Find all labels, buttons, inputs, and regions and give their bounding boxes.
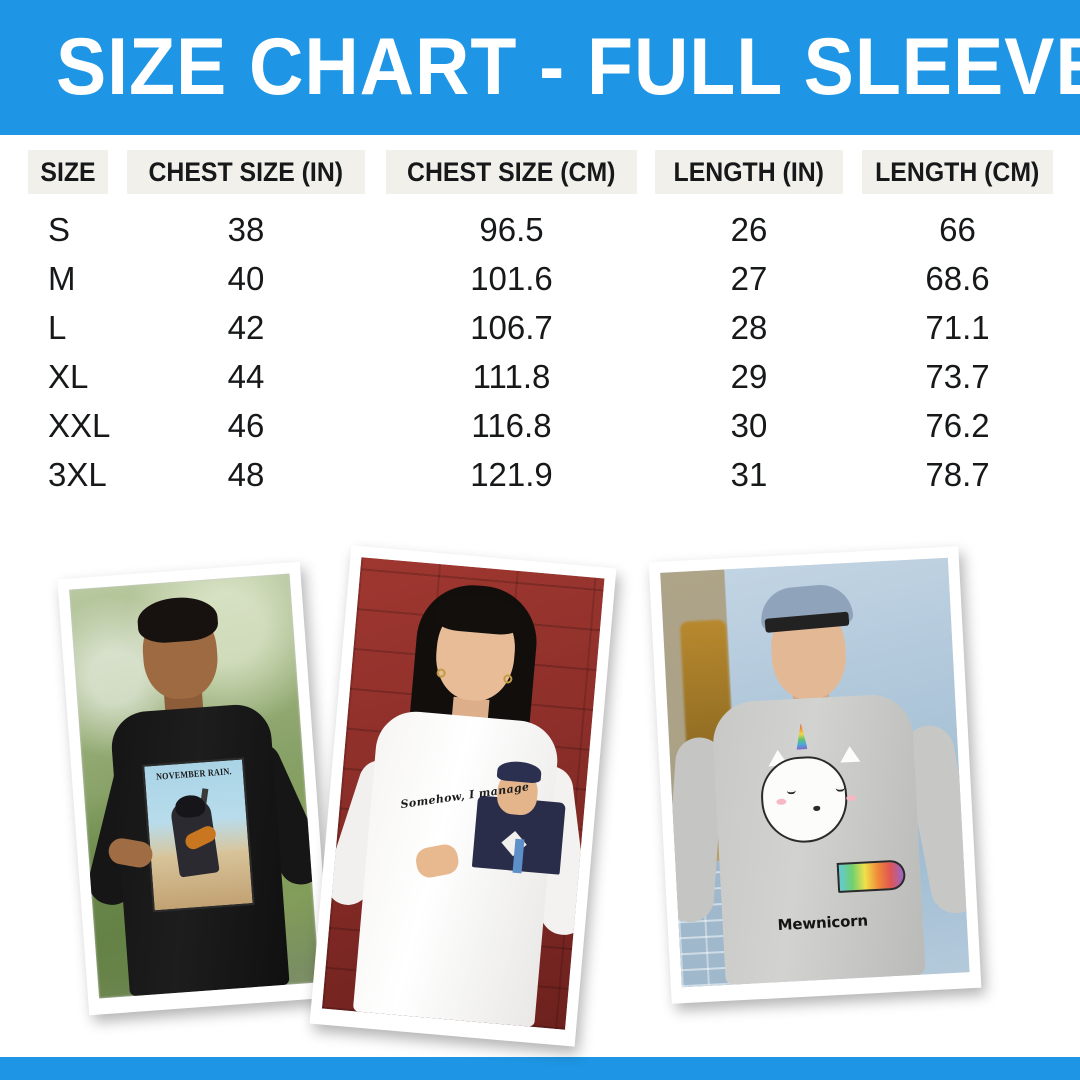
table-row: S 38 96.5 26 66 <box>0 212 1080 261</box>
cell-length-cm: 73.7 <box>925 358 990 395</box>
cell-size: S <box>48 211 71 248</box>
column-header-chest-in: CHEST SIZE (IN) <box>127 150 365 194</box>
cell-length-in: 29 <box>730 358 768 395</box>
cell-length-cm: 76.2 <box>925 407 990 444</box>
cell-length-cm: 68.6 <box>925 260 990 297</box>
table-row: M 40 101.6 27 68.6 <box>0 261 1080 310</box>
photo-image-black-tee: NOVEMBER RAIN. <box>69 573 320 999</box>
photo-white-tee[interactable]: Somehow, I manage <box>309 545 617 1047</box>
column-header-length-in: LENGTH (IN) <box>655 150 843 194</box>
cell-length-in: 27 <box>730 260 768 297</box>
cell-chest-cm: 106.7 <box>470 309 553 346</box>
cell-size: L <box>48 309 67 346</box>
photo-image-white-tee: Somehow, I manage <box>321 557 605 1030</box>
cell-length-in: 30 <box>730 407 768 444</box>
size-table: SIZE CHEST SIZE (IN) CHEST SIZE (CM) LEN… <box>0 150 1080 506</box>
photo-grey-tee[interactable]: Mewnicorn <box>648 546 982 1004</box>
print-cat-ear-right <box>839 745 861 763</box>
cell-chest-in: 38 <box>227 211 265 248</box>
cell-chest-in: 44 <box>227 358 265 395</box>
column-header-label: SIZE <box>40 156 96 187</box>
header-banner: SIZE CHART - FULL SLEEVES <box>0 0 1080 135</box>
cell-length-cm: 78.7 <box>925 456 990 493</box>
cell-chest-cm: 101.6 <box>470 260 553 297</box>
cell-chest-in: 40 <box>227 260 265 297</box>
column-header-label: LENGTH (CM) <box>875 156 1040 187</box>
column-header-length-cm: LENGTH (CM) <box>862 150 1053 194</box>
cell-chest-cm: 96.5 <box>479 211 544 248</box>
column-header-label: LENGTH (IN) <box>673 156 825 187</box>
print-title-text: NOVEMBER RAIN. <box>155 767 232 784</box>
cell-chest-in: 42 <box>227 309 265 346</box>
cell-chest-cm: 121.9 <box>470 456 553 493</box>
footer-stripe <box>0 1057 1080 1080</box>
table-header-row: SIZE CHEST SIZE (IN) CHEST SIZE (CM) LEN… <box>0 150 1080 202</box>
table-row: XXL 46 116.8 30 76.2 <box>0 408 1080 457</box>
product-photo-gallery: NOVEMBER RAIN. <box>0 540 1080 1047</box>
cell-chest-in: 48 <box>227 456 265 493</box>
column-header-label: CHEST SIZE (CM) <box>407 156 616 187</box>
cell-length-in: 26 <box>730 211 768 248</box>
table-body: S 38 96.5 26 66 M 40 101.6 27 68.6 L 42 … <box>0 212 1080 506</box>
cell-chest-in: 46 <box>227 407 265 444</box>
cell-length-cm: 66 <box>939 211 976 248</box>
cell-size: M <box>48 260 76 297</box>
print-rainbow-tail <box>836 859 907 893</box>
cell-chest-cm: 116.8 <box>471 407 552 444</box>
column-header-label: CHEST SIZE (IN) <box>148 156 344 187</box>
column-header-chest-cm: CHEST SIZE (CM) <box>386 150 637 194</box>
cell-size: 3XL <box>48 456 107 493</box>
photo-image-grey-tee: Mewnicorn <box>660 557 970 988</box>
cell-length-cm: 71.1 <box>925 309 990 346</box>
table-row: L 42 106.7 28 71.1 <box>0 310 1080 359</box>
table-row: XL 44 111.8 29 73.7 <box>0 359 1080 408</box>
photo-black-tee[interactable]: NOVEMBER RAIN. <box>57 561 332 1016</box>
cell-length-in: 31 <box>730 456 768 493</box>
cell-chest-cm: 111.8 <box>472 358 551 395</box>
print-november-rain: NOVEMBER RAIN. <box>141 757 255 913</box>
column-header-size: SIZE <box>28 150 108 194</box>
table-row: 3XL 48 121.9 31 78.7 <box>0 457 1080 506</box>
cell-size: XL <box>48 358 89 395</box>
page-title: SIZE CHART - FULL SLEEVES <box>56 22 1080 112</box>
cell-length-in: 28 <box>730 309 768 346</box>
cell-size: XXL <box>48 407 111 444</box>
